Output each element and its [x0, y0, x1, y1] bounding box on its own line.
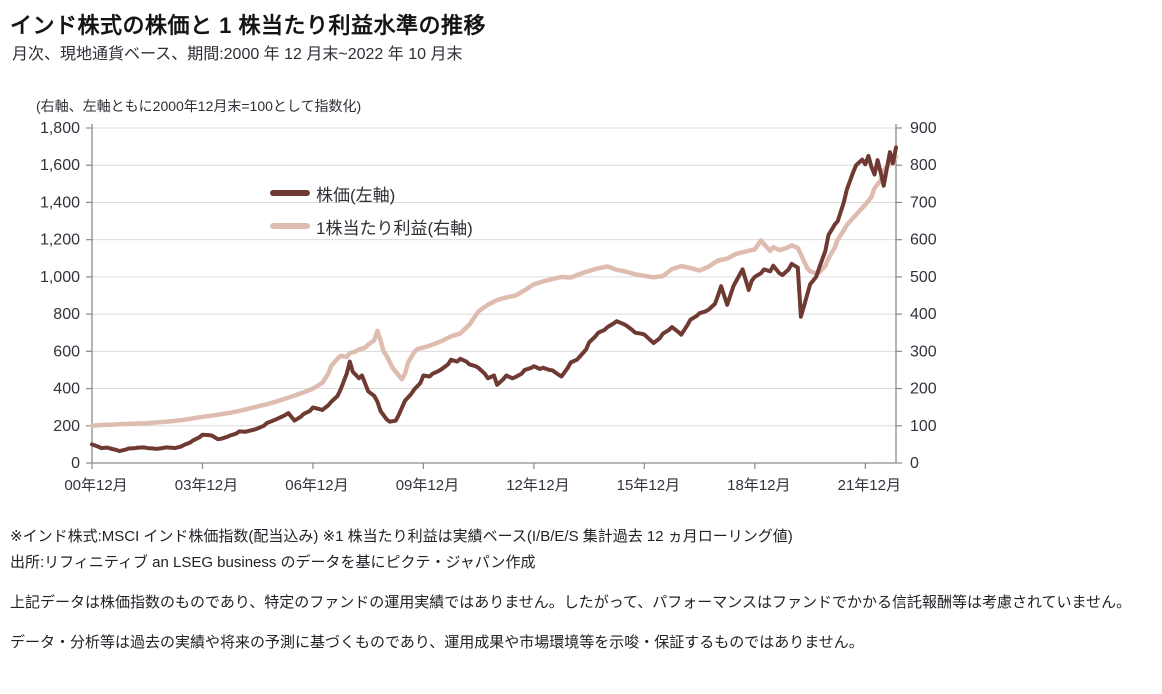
- x-axis-tick-label: 00年12月: [64, 477, 127, 494]
- x-axis-tick-label: 12年12月: [506, 477, 569, 494]
- left-axis-tick-label: 400: [53, 381, 80, 398]
- left-axis-tick-label: 1,200: [40, 232, 80, 249]
- right-axis-tick-label: 500: [910, 269, 937, 286]
- right-axis-tick-label: 0: [910, 455, 919, 472]
- axis-index-note: (右軸、左軸ともに2000年12月末=100として指数化): [36, 98, 362, 114]
- page-subtitle: 月次、現地通貨ベース、期間:2000 年 12 月末~2022 年 10 月末: [12, 46, 463, 63]
- left-axis-tick-label: 0: [71, 455, 80, 472]
- tick-marks: [86, 127, 902, 469]
- right-axis-tick-label: 800: [910, 157, 937, 174]
- price-line-label: 株価(左軸): [316, 185, 396, 205]
- price-line-swatch: [270, 190, 310, 196]
- right-axis-tick-label: 400: [910, 306, 937, 323]
- left-axis-tick-label: 1,800: [40, 120, 80, 137]
- eps-line-label: 1株当たり利益(右軸): [316, 218, 473, 238]
- legend-item-price: 株価(左軸): [270, 180, 590, 206]
- eps-line-series: [89, 154, 899, 429]
- right-axis-tick-label: 100: [910, 418, 937, 435]
- gridlines: [92, 127, 896, 427]
- disclaimer-1: 上記データは株価指数のものであり、特定のファンドの運用実績ではありません。したが…: [10, 594, 1132, 611]
- right-axis-tick-label: 900: [910, 120, 937, 137]
- x-axis-tick-label: 06年12月: [285, 477, 348, 494]
- chart-legend: 株価(左軸) 1株当たり利益(右軸): [270, 180, 590, 246]
- x-axis-tick-label: 18年12月: [727, 477, 790, 494]
- left-axis-tick-label: 600: [53, 343, 80, 360]
- x-axis-tick-label: 09年12月: [396, 477, 459, 494]
- page-title: インド株式の株価と 1 株当たり利益水準の推移: [10, 13, 486, 38]
- right-axis-tick-label: 200: [910, 381, 937, 398]
- eps-line-swatch: [270, 223, 310, 229]
- right-axis-tick-label: 700: [910, 194, 937, 211]
- footnote-definition: ※インド株式:MSCI インド株価指数(配当込み) ※1 株当たり利益は実績ベー…: [10, 528, 793, 545]
- axes: [91, 124, 897, 464]
- left-axis-tick-label: 1,600: [40, 157, 80, 174]
- x-axis-tick-label: 03年12月: [175, 477, 238, 494]
- footnotes: ※インド株式:MSCI インド株価指数(配当込み) ※1 株当たり利益は実績ベー…: [10, 524, 1156, 656]
- disclaimer-2: データ・分析等は過去の実績や将来の予測に基づくものであり、運用成果や市場環境等を…: [10, 634, 864, 651]
- left-axis-tick-label: 200: [53, 418, 80, 435]
- chart-canvas: 0 200 400 600 800 1,000 1,200 1,400 1,600 1,800 0 1…: [40, 120, 937, 494]
- right-axis-tick-label: 300: [910, 343, 937, 360]
- footnote-source: 出所:リフィニティブ an LSEG business のデータを基にピクテ・ジ…: [10, 554, 536, 571]
- axis-labels: 0 200 400 600 800 1,000 1,200 1,400 1,600 1,800 0 1…: [40, 120, 937, 494]
- legend-item-eps: 1株当たり利益(右軸): [270, 213, 590, 239]
- line-chart: 0 200 400 600 800 1,000 1,200 1,400 1,600 1,800 0 1…: [40, 120, 937, 494]
- left-axis-tick-label: 800: [53, 306, 80, 323]
- left-axis-tick-label: 1,000: [40, 269, 80, 286]
- x-axis-tick-label: 15年12月: [617, 477, 680, 494]
- left-axis-tick-label: 1,400: [40, 194, 80, 211]
- x-axis-tick-label: 21年12月: [838, 477, 901, 494]
- price-line-series: [90, 145, 898, 454]
- right-axis-tick-label: 600: [910, 232, 937, 249]
